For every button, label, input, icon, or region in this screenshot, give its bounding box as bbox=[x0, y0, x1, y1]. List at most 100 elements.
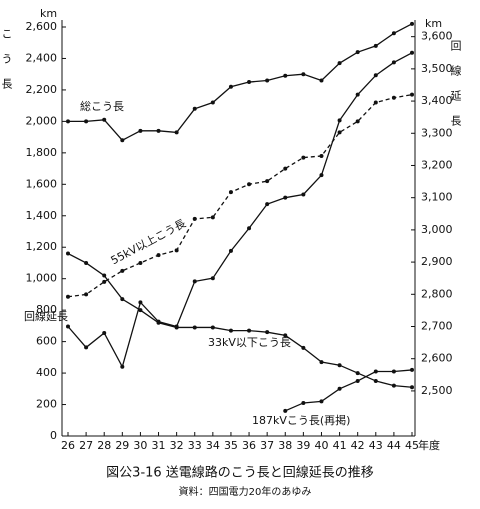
point bbox=[337, 61, 342, 66]
point bbox=[66, 251, 70, 256]
point bbox=[228, 328, 233, 333]
legend-label: 33kV以下こう長 bbox=[208, 336, 291, 349]
y-tick-label: 1,000 bbox=[26, 272, 58, 285]
point bbox=[301, 192, 306, 197]
y2-tick-label: 3,300 bbox=[421, 126, 453, 139]
point bbox=[355, 378, 360, 383]
point bbox=[174, 324, 179, 329]
x-tick-label: 38 bbox=[278, 439, 292, 452]
y2-tick-label: 2,700 bbox=[421, 320, 453, 333]
point bbox=[174, 130, 179, 135]
y2-tick-label: 3,100 bbox=[421, 191, 453, 204]
x-tick-label: 29 bbox=[115, 439, 129, 452]
y-tick-label: 800 bbox=[36, 303, 57, 316]
point bbox=[192, 216, 197, 221]
y2-label: 回線延長 bbox=[449, 40, 462, 140]
point bbox=[410, 21, 414, 26]
point bbox=[283, 333, 288, 338]
y-tick-label: 2,000 bbox=[26, 114, 58, 127]
point bbox=[319, 173, 324, 178]
point bbox=[156, 319, 161, 324]
y-tick-label: 2,400 bbox=[26, 51, 58, 64]
x-tick-label: 27 bbox=[79, 439, 93, 452]
point bbox=[355, 92, 360, 97]
x-tick-label: 31 bbox=[152, 439, 166, 452]
y-tick-label: 400 bbox=[36, 366, 57, 379]
point bbox=[174, 248, 179, 253]
point bbox=[319, 360, 324, 365]
point bbox=[210, 215, 215, 220]
point bbox=[373, 43, 378, 48]
point bbox=[337, 130, 342, 135]
point bbox=[391, 369, 396, 374]
legend-label: 総こう長 bbox=[80, 99, 124, 113]
point bbox=[410, 92, 414, 97]
point bbox=[66, 324, 70, 329]
point bbox=[391, 383, 396, 388]
point bbox=[228, 190, 233, 195]
point bbox=[337, 386, 342, 391]
point bbox=[337, 363, 342, 368]
point bbox=[265, 202, 270, 207]
point bbox=[228, 248, 233, 253]
y-tick-label: 1,800 bbox=[26, 146, 58, 159]
y-tick-label: 1,400 bbox=[26, 209, 58, 222]
point bbox=[84, 260, 89, 265]
point bbox=[391, 60, 396, 65]
point bbox=[373, 369, 378, 374]
point bbox=[192, 325, 197, 330]
series-line bbox=[67, 52, 413, 369]
point bbox=[156, 253, 161, 258]
point bbox=[156, 128, 161, 133]
point bbox=[265, 78, 270, 83]
y2-unit: km bbox=[425, 17, 442, 30]
y2-tick-label: 2,800 bbox=[421, 287, 453, 300]
chart-title: 図公3-16 送電線路のこう長と回線延長の推移 bbox=[106, 465, 374, 481]
point bbox=[210, 276, 215, 281]
point bbox=[120, 268, 125, 273]
point bbox=[192, 279, 197, 284]
x-tick-label: 32 bbox=[170, 439, 184, 452]
point bbox=[120, 364, 125, 369]
point bbox=[373, 100, 378, 105]
point bbox=[301, 155, 306, 160]
point bbox=[138, 128, 143, 133]
point bbox=[410, 385, 414, 390]
series-line bbox=[68, 23, 413, 142]
x-tick-label: 44 bbox=[387, 439, 401, 452]
point bbox=[355, 119, 360, 124]
point bbox=[138, 300, 143, 305]
point bbox=[391, 31, 396, 36]
y-tick-label: 0 bbox=[50, 429, 57, 442]
series-line bbox=[67, 94, 413, 298]
x-tick-label: 28 bbox=[97, 439, 111, 452]
point bbox=[355, 50, 360, 55]
point bbox=[265, 179, 270, 184]
point bbox=[102, 117, 107, 122]
y-tick-label: 600 bbox=[36, 335, 57, 348]
y2-tick-label: 3,600 bbox=[421, 30, 453, 43]
point bbox=[102, 273, 107, 278]
point bbox=[84, 292, 89, 297]
y2-tick-label: 3,500 bbox=[421, 62, 453, 75]
legend-label: 55kV以上こう長 bbox=[109, 217, 188, 267]
x-tick-label: 26 bbox=[61, 439, 75, 452]
source: 資料：四国電力20年のあゆみ bbox=[179, 485, 312, 498]
y2-tick-label: 2,900 bbox=[421, 255, 453, 268]
y2-tick-label: 3,400 bbox=[421, 94, 453, 107]
y-label: こう長 bbox=[0, 28, 13, 103]
point bbox=[102, 330, 107, 335]
legend-label: 187kVこう長(再掲) bbox=[252, 413, 350, 427]
y2-tick-label: 3,000 bbox=[421, 223, 453, 236]
point bbox=[283, 195, 288, 200]
point bbox=[66, 294, 70, 299]
point bbox=[247, 80, 252, 85]
y-tick-label: 1,600 bbox=[26, 177, 58, 190]
point bbox=[373, 378, 378, 383]
point bbox=[301, 72, 306, 77]
point bbox=[247, 226, 252, 231]
x-tick-label: 45 bbox=[405, 439, 419, 452]
x-tick-label: 36 bbox=[242, 439, 256, 452]
point bbox=[120, 297, 125, 302]
